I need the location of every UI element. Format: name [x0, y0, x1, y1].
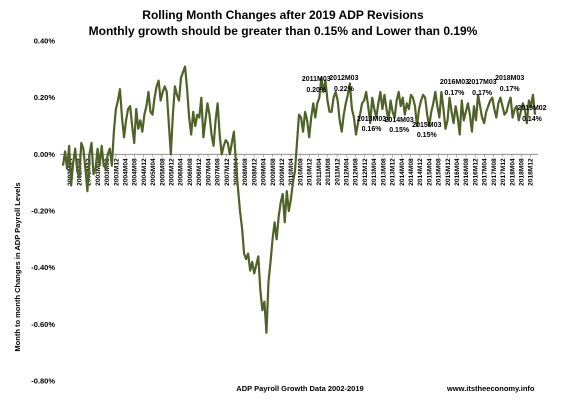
chart-title: Rolling Month Changes after 2019 ADP Rev…: [142, 8, 424, 22]
x-tick-label: 2011M08: [325, 158, 332, 185]
series-line: [61, 65, 537, 334]
chart-subtitle: Monthly growth should be greater than 0.…: [89, 24, 478, 38]
x-tick-label: 2018M04: [509, 158, 516, 186]
annotation-label: 2017M03: [467, 79, 496, 86]
annotations: 2011M03 0.20%2012M03 0.22% 2013M03 0.16%2014…: [302, 75, 547, 139]
x-tick-label: 2009M08: [270, 158, 277, 186]
x-tick-label: 2009M04: [261, 158, 268, 186]
x-tick-label: 2016M08: [463, 158, 470, 186]
annotation-value: 0.14%: [522, 116, 543, 123]
annotation-value: 0.15%: [417, 132, 438, 139]
x-tick-label: 2008M08: [242, 158, 249, 186]
x-tick-label: 2014M04: [399, 158, 406, 186]
x-axis-ticks: 2002M04 2002M08 2002M12 2003M04 2003M08 2003M…: [67, 154, 535, 186]
x-tick-label: 2005M08: [159, 158, 166, 186]
annotation-label: 2011M03: [302, 76, 331, 83]
x-tick-label: 2011M04: [316, 158, 323, 185]
x-tick-label: 2014M08: [408, 158, 415, 186]
y-axis-ticks: 0.40% 0.20% 0.00% -0.20% -0.40% -0.60% -0.80%: [31, 37, 55, 386]
x-tick-label: 2014M12: [417, 158, 424, 186]
x-tick-label: 2006M08: [187, 158, 194, 186]
x-tick-label: 2006M12: [196, 158, 203, 186]
x-tick-label: 2005M12: [169, 158, 176, 186]
x-tick-label: 2005M04: [150, 158, 157, 186]
x-tick-label: 2003M08: [104, 158, 111, 186]
x-tick-label: 2008M12: [251, 158, 258, 186]
x-tick-label: 2003M12: [113, 158, 120, 186]
x-tick-label: 2013M08: [380, 158, 387, 186]
x-tick-label: 2004M04: [122, 158, 129, 186]
annotation-label: 2012M03: [329, 75, 358, 82]
x-tick-label: 2003M04: [95, 158, 102, 186]
annotation-value: 0.17%: [444, 90, 465, 97]
y-tick-label: -0.60%: [31, 320, 55, 329]
annotation-label: 2018M03: [495, 75, 524, 82]
y-axis-label: Month to month Changes in ADP Payroll Le…: [13, 182, 22, 351]
x-tick-label: 2010M04: [288, 158, 295, 186]
y-tick-label: -0.80%: [31, 377, 55, 386]
annotation-label: 2015M03: [412, 122, 441, 129]
x-tick-label: 2017M12: [500, 158, 507, 186]
x-tick-label: 2007M04: [205, 158, 212, 186]
x-tick-label: 2013M12: [390, 158, 397, 186]
x-tick-label: 2015M08: [436, 158, 443, 186]
annotation-label: 2013M03: [357, 116, 386, 123]
x-tick-label: 2011M12: [334, 158, 341, 185]
x-tick-label: 2004M12: [141, 158, 148, 186]
y-tick-label: 0.00%: [34, 150, 56, 159]
annotation-label: 2016M03: [440, 79, 469, 86]
x-tick-label: 2018M08: [518, 158, 525, 186]
x-tick-label: 2010M08: [297, 158, 304, 186]
x-tick-label: 2010M12: [307, 158, 314, 186]
y-tick-label: -0.40%: [31, 263, 55, 272]
annotation-value: 0.22%: [334, 86, 355, 93]
annotation-value: 0.15%: [389, 127, 410, 134]
x-tick-label: 2007M08: [215, 158, 222, 186]
y-tick-label: -0.20%: [31, 207, 55, 216]
annotation-label: 2019M02: [517, 105, 546, 112]
y-tick-label: 0.20%: [34, 93, 56, 102]
x-tick-label: 2012M12: [362, 158, 369, 186]
x-tick-label: 2016M12: [472, 158, 479, 186]
x-tick-label: 2016M04: [454, 158, 461, 186]
y-tick-label: 0.40%: [34, 37, 56, 46]
x-tick-label: 2018M12: [528, 158, 535, 186]
source-label: www.itstheeconomy.info: [446, 384, 535, 393]
annotation-value: 0.16%: [362, 126, 383, 133]
annotation-value: 0.20%: [306, 87, 327, 94]
x-tick-label: 2015M12: [445, 158, 452, 186]
annotation-label: 2014M03: [385, 117, 414, 124]
x-axis-label: ADP Payroll Growth Data 2002-2019: [236, 384, 363, 393]
x-tick-label: 2006M04: [178, 158, 185, 186]
x-tick-label: 2017M04: [482, 158, 489, 186]
x-tick-label: 2012M04: [344, 158, 351, 186]
annotation-value: 0.17%: [500, 86, 521, 93]
x-tick-label: 2009M12: [279, 158, 286, 186]
x-tick-label: 2013M04: [371, 158, 378, 186]
x-tick-label: 2012M08: [353, 158, 360, 186]
x-tick-label: 2017M08: [491, 158, 498, 186]
annotation-value: 0.17%: [472, 90, 493, 97]
x-tick-label: 2015M04: [426, 158, 433, 186]
x-tick-label: 2007M12: [224, 158, 231, 186]
x-tick-label: 2004M08: [132, 158, 139, 186]
